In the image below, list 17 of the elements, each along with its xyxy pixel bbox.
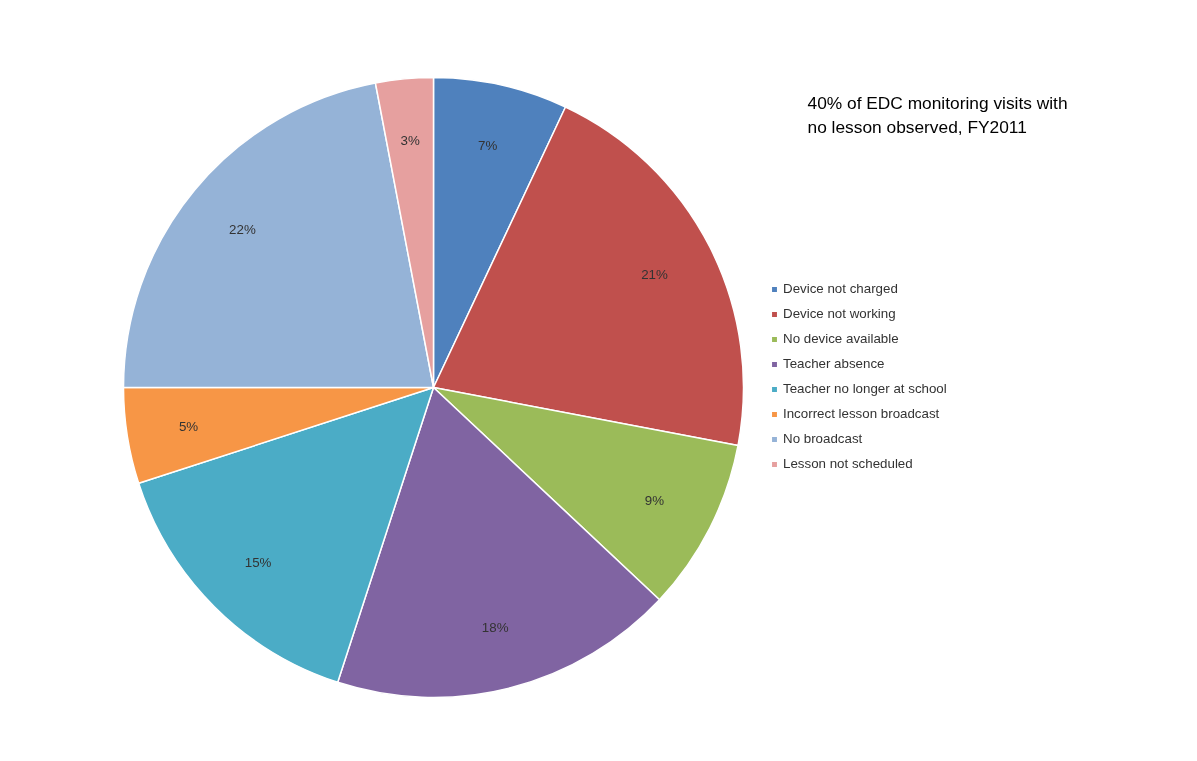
- data-label: 22%: [229, 221, 256, 237]
- legend-label: Incorrect lesson broadcast: [783, 406, 940, 421]
- data-label: 3%: [400, 133, 420, 149]
- text: 40% of EDC monitoring visits with no lesson observed, FY2011: [807, 92, 1068, 137]
- data-label: 5%: [178, 418, 199, 434]
- data-label: 9%: [644, 492, 665, 508]
- data-label: 7%: [477, 137, 498, 153]
- legend-label: No broadcast: [783, 431, 863, 446]
- legend-label: Teacher no longer at school: [783, 381, 947, 396]
- legend-label: Device not working: [783, 306, 896, 321]
- data-label: 21%: [641, 267, 668, 283]
- legend-label: Device not charged: [783, 281, 898, 296]
- data-label: 18%: [481, 620, 509, 636]
- legend-label: Lesson not scheduled: [783, 456, 913, 471]
- data-label: 15%: [244, 555, 272, 571]
- legend-label: Teacher absence: [783, 356, 885, 371]
- legend-label: No device available: [783, 331, 899, 346]
